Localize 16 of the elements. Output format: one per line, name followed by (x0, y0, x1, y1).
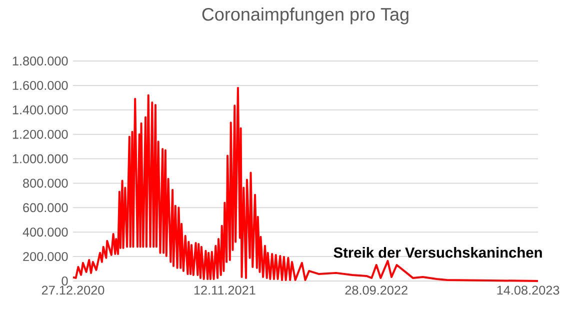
x-tick-label: 27.12.2020 (42, 286, 104, 295)
chart-title: Coronaimpfungen pro Tag (202, 8, 408, 24)
y-tick-label: 1.400.000 (12, 105, 68, 114)
y-tick-label: 800.000 (23, 178, 68, 188)
y-tick-label: 600.000 (23, 203, 68, 212)
y-tick-label: 200.000 (23, 252, 68, 262)
y-tick-label: 1.800.000 (12, 56, 68, 66)
y-tick-label: 1.600.000 (12, 80, 68, 90)
x-tick-label: 28.09.2022 (345, 286, 408, 295)
x-tick-label: 12.11.2021 (194, 286, 256, 295)
x-tick-label: 14.08.2023 (497, 286, 560, 295)
y-tick-label: 0 (62, 276, 68, 286)
y-tick-label: 400.000 (22, 228, 68, 237)
y-tick-label: 1.000.000 (12, 154, 68, 164)
annotation: Streik der Versuchskaninchen (334, 247, 542, 258)
y-tick-label: 1.200.000 (12, 130, 68, 139)
